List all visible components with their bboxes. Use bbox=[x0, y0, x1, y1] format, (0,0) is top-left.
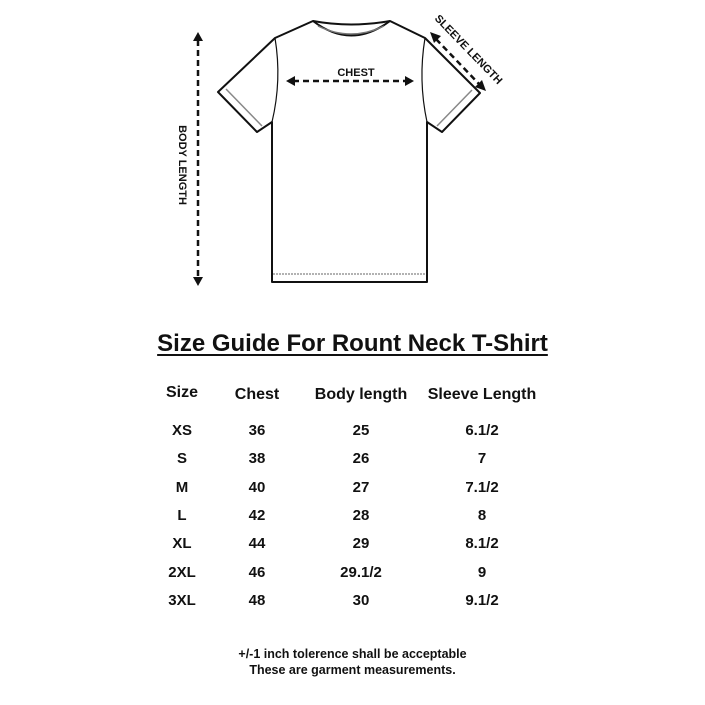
measurement-note: These are garment measurements. bbox=[249, 663, 456, 677]
cell-sleeve-length: 6.1/2 bbox=[465, 422, 499, 439]
cell-size: XL bbox=[172, 535, 192, 553]
chest-label: CHEST bbox=[337, 67, 375, 79]
cell-chest: 44 bbox=[248, 535, 266, 553]
page-title: Size Guide For Rount Neck T-Shirt bbox=[157, 330, 548, 357]
tshirt-outline bbox=[217, 20, 481, 283]
body-length-label: BODY LENGTH bbox=[176, 125, 188, 205]
header-chest: Chest bbox=[234, 386, 280, 403]
cell-body-length: 26 bbox=[352, 450, 370, 468]
sleeve-length-arrow bbox=[430, 32, 486, 91]
cell-sleeve-length: 8 bbox=[477, 506, 487, 524]
cell-chest: 48 bbox=[248, 591, 266, 609]
cell-body-length: 29 bbox=[352, 535, 370, 553]
cell-body-length: 28 bbox=[352, 506, 370, 524]
cell-sleeve-length: 9 bbox=[477, 563, 487, 581]
header-body-length: Body length bbox=[314, 386, 408, 403]
cell-size: L bbox=[177, 506, 187, 524]
cell-sleeve-length: 9.1/2 bbox=[465, 591, 499, 609]
chest-arrow bbox=[286, 76, 414, 86]
cell-size: S bbox=[176, 450, 188, 468]
cell-sleeve-length: 7.1/2 bbox=[465, 478, 499, 496]
cell-body-length: 29.1/2 bbox=[340, 563, 382, 581]
cell-body-length: 25 bbox=[352, 422, 370, 439]
cell-body-length: 27 bbox=[352, 478, 370, 496]
cell-body-length: 30 bbox=[352, 591, 370, 609]
cell-sleeve-length: 8.1/2 bbox=[465, 535, 499, 553]
cell-size: 2XL bbox=[168, 563, 196, 581]
cell-chest: 46 bbox=[248, 563, 266, 581]
cell-chest: 36 bbox=[248, 422, 266, 439]
cell-size: 3XL bbox=[168, 591, 196, 609]
header-size: Size bbox=[165, 384, 199, 401]
tshirt-diagram: CHEST BODY LENGTH SLEEVE LENGTH bbox=[176, 13, 504, 286]
cell-chest: 40 bbox=[248, 478, 266, 496]
body-length-arrow bbox=[193, 32, 203, 286]
tolerance-note: +/-1 inch tolerence shall be acceptable bbox=[238, 647, 467, 661]
header-sleeve-length: Sleeve Length bbox=[427, 386, 537, 403]
cell-sleeve-length: 7 bbox=[477, 450, 487, 468]
cell-chest: 38 bbox=[248, 450, 266, 468]
cell-size: M bbox=[175, 478, 189, 496]
cell-chest: 42 bbox=[248, 506, 266, 524]
cell-size: XS bbox=[171, 422, 193, 439]
